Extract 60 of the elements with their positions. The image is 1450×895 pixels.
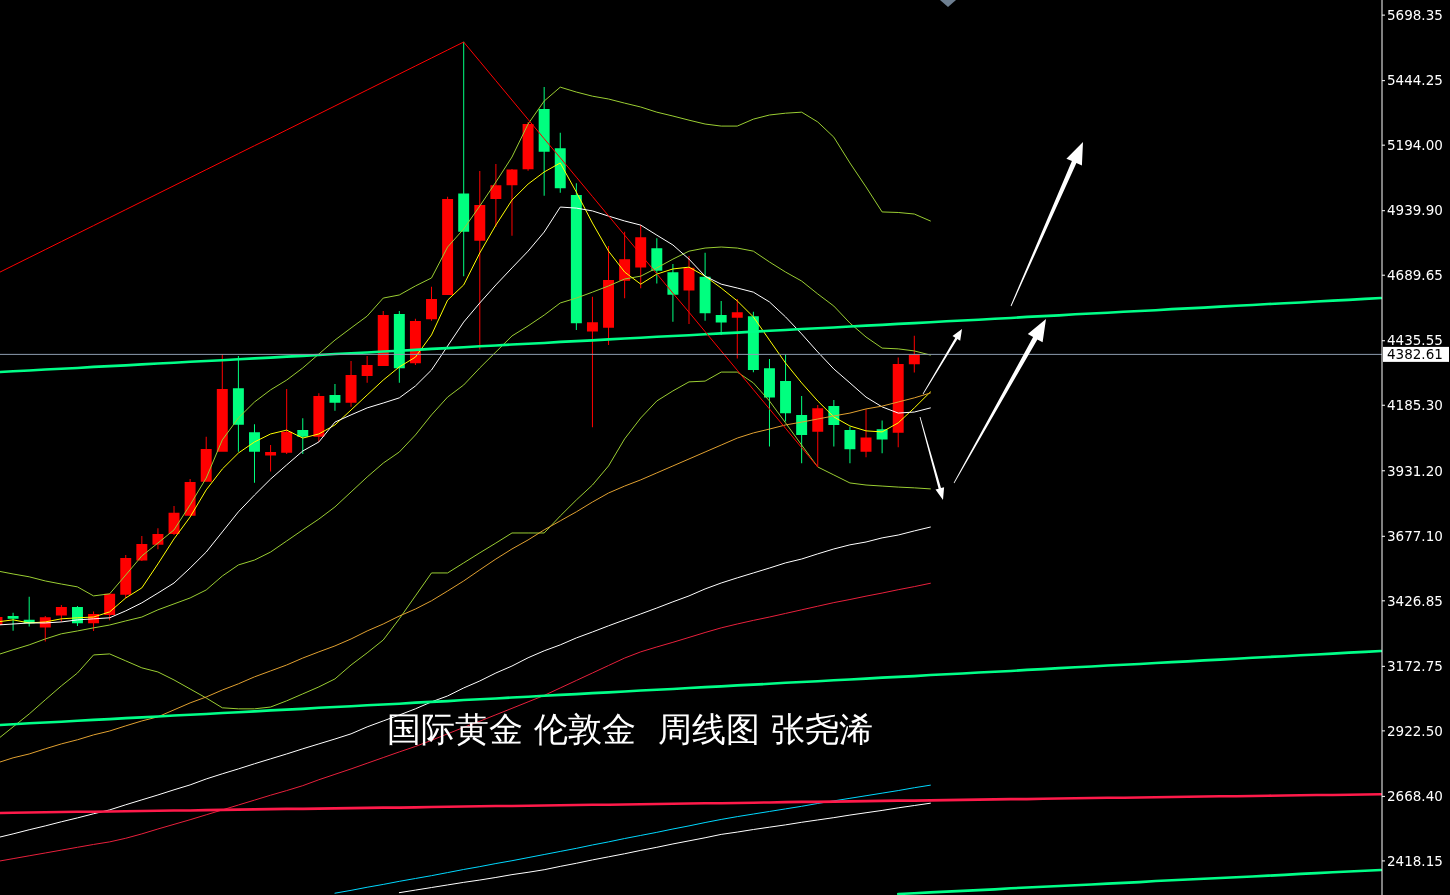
candlestick [265, 445, 277, 472]
y-tick-label: 3677.10 [1387, 528, 1443, 545]
candlestick [651, 238, 663, 284]
y-tick-label: 5444.25 [1387, 72, 1443, 89]
ref-line-label: 4382.61 [1387, 346, 1443, 363]
candlestick [136, 536, 148, 562]
y-tick-label: 2418.15 [1387, 852, 1443, 869]
candlestick [281, 389, 293, 455]
y-tick-label: 3172.75 [1387, 658, 1443, 675]
candlestick [506, 168, 518, 236]
y-tick-label: 5194.00 [1387, 136, 1443, 153]
candlestick [474, 170, 486, 350]
candlestick [731, 299, 743, 359]
candlestick [442, 196, 454, 295]
y-tick-label: 2922.50 [1387, 722, 1443, 739]
line-series [398, 802, 931, 894]
candlestick [104, 593, 116, 621]
candlestick [426, 286, 437, 321]
candlestick [538, 86, 550, 196]
candlestick [216, 354, 228, 452]
line-series [334, 784, 931, 894]
candlestick [554, 132, 566, 193]
candlestick [780, 354, 792, 422]
candlestick [715, 300, 727, 335]
candlestick [313, 393, 325, 442]
candlestick [635, 225, 647, 289]
candlestick [329, 383, 341, 411]
y-tick-label: 3931.20 [1387, 462, 1443, 479]
candlestick [522, 121, 534, 171]
candlestick [361, 356, 373, 383]
y-tick-label: 4939.90 [1387, 202, 1443, 219]
candlestick [152, 528, 164, 550]
y-tick-label: 4185.30 [1387, 396, 1443, 413]
y-tick-label: 4435.55 [1387, 332, 1443, 349]
candlestick [892, 357, 904, 448]
line-series [896, 868, 1382, 895]
candlestick [860, 409, 872, 458]
candlestick [458, 41, 470, 277]
candlestick [699, 252, 711, 321]
y-tick-label: 4689.65 [1387, 266, 1443, 283]
y-tick-label: 2668.40 [1387, 788, 1443, 805]
candlestick [120, 554, 132, 599]
candlestick [844, 426, 856, 464]
candlestick [7, 612, 19, 631]
candlestick [345, 360, 357, 407]
candlestick [796, 396, 808, 464]
candlestick [490, 163, 502, 227]
candlestick [249, 424, 260, 483]
candlestick [200, 436, 212, 482]
y-tick-label: 3426.85 [1387, 592, 1443, 609]
candlestick [570, 183, 582, 331]
candlestick [55, 604, 67, 622]
candlestick [586, 296, 598, 428]
candlestick [683, 256, 695, 325]
candlestick [763, 358, 775, 447]
text: 国际黄金 伦敦金 周线图 张尧浠 [387, 709, 873, 749]
candlestick [667, 264, 679, 322]
y-tick-label: 5698.35 [1387, 6, 1443, 23]
candlestick [603, 245, 615, 345]
candlestick [908, 335, 920, 373]
